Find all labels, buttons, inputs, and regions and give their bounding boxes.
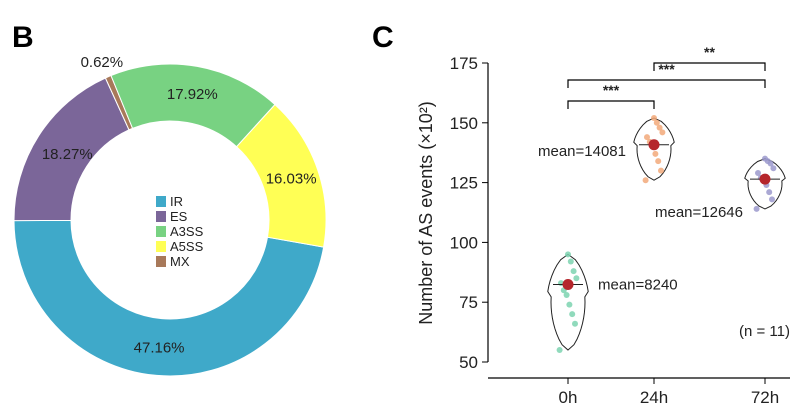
mean-label-0h: mean=8240: [598, 276, 678, 293]
x-tick-label: 24h: [640, 388, 668, 407]
legend-label-a5ss: A5SS: [170, 239, 204, 254]
significance-label: ***: [603, 82, 620, 98]
data-point: [644, 134, 650, 141]
legend-swatch-es: [156, 211, 166, 222]
panel-label-b: B: [12, 21, 34, 54]
data-point: [565, 251, 571, 258]
y-axis-label: Number of AS events (×10²): [416, 101, 436, 325]
mean-label-72h: mean=12646: [655, 204, 743, 221]
legend-swatch-a5ss: [156, 241, 166, 252]
significance-label: **: [704, 44, 715, 60]
significance-bracket: [653, 62, 766, 71]
data-point: [569, 311, 576, 318]
data-point: [659, 129, 666, 136]
y-tick-label: 125: [450, 174, 478, 193]
legend-label-mx: MX: [170, 254, 190, 269]
significance-bracket: [567, 79, 766, 88]
mean-label-24h: mean=14081: [538, 143, 626, 160]
legend-label-ir: IR: [170, 194, 183, 209]
data-point: [755, 170, 761, 177]
data-point: [570, 268, 577, 275]
data-point: [655, 158, 662, 165]
donut-chart: 47.16% 18.27% 0.62% 17.92% 16.03%: [13, 54, 327, 377]
slice-ir: [13, 219, 325, 377]
data-point: [753, 205, 760, 212]
data-point: [766, 189, 773, 196]
y-tick-label: 75: [459, 293, 478, 312]
data-point: [762, 155, 768, 162]
slice-label-a3ss: 17.92%: [167, 86, 218, 103]
mean-marker: [562, 278, 574, 290]
data-point: [652, 150, 659, 157]
slice-label-mx: 0.62%: [81, 54, 124, 71]
legend-label-es: ES: [170, 209, 188, 224]
y-tick-label: 175: [450, 54, 478, 73]
slice-label-a5ss: 16.03%: [266, 171, 317, 188]
x-tick-label: 72h: [751, 388, 779, 407]
mean-marker: [648, 139, 660, 151]
data-point: [563, 292, 570, 299]
data-point: [567, 258, 574, 265]
data-point: [770, 165, 777, 172]
legend-swatch-ir: [156, 196, 166, 207]
data-point: [651, 115, 657, 122]
data-point: [573, 275, 580, 282]
significance-label: ***: [658, 61, 675, 77]
y-tick-label: 150: [450, 114, 478, 133]
slice-a5ss: [235, 103, 327, 248]
legend-swatch-mx: [156, 256, 166, 267]
legend-swatch-a3ss: [156, 226, 166, 237]
data-point: [658, 167, 664, 174]
x-tick-label: 0h: [559, 388, 578, 407]
data-point: [566, 301, 573, 308]
mean-marker: [759, 173, 771, 185]
data-point: [769, 196, 775, 203]
data-point: [556, 347, 563, 354]
significance-bracket: [567, 100, 655, 109]
violin-chart: 50 75 100 125 150 175 0h 24h 72h Number of AS eve…: [416, 44, 790, 407]
sample-size-annotation: (n = 11): [739, 323, 790, 340]
panel-label-c: C: [372, 21, 394, 54]
legend-label-a3ss: A3SS: [170, 224, 204, 239]
data-point: [656, 124, 663, 131]
data-point: [653, 119, 660, 126]
y-tick-label: 100: [450, 233, 478, 252]
slice-label-es: 18.27%: [42, 146, 93, 163]
slice-label-ir: 47.16%: [134, 340, 185, 357]
y-tick-label: 50: [459, 353, 478, 372]
data-point: [572, 320, 578, 327]
data-point: [642, 177, 649, 184]
